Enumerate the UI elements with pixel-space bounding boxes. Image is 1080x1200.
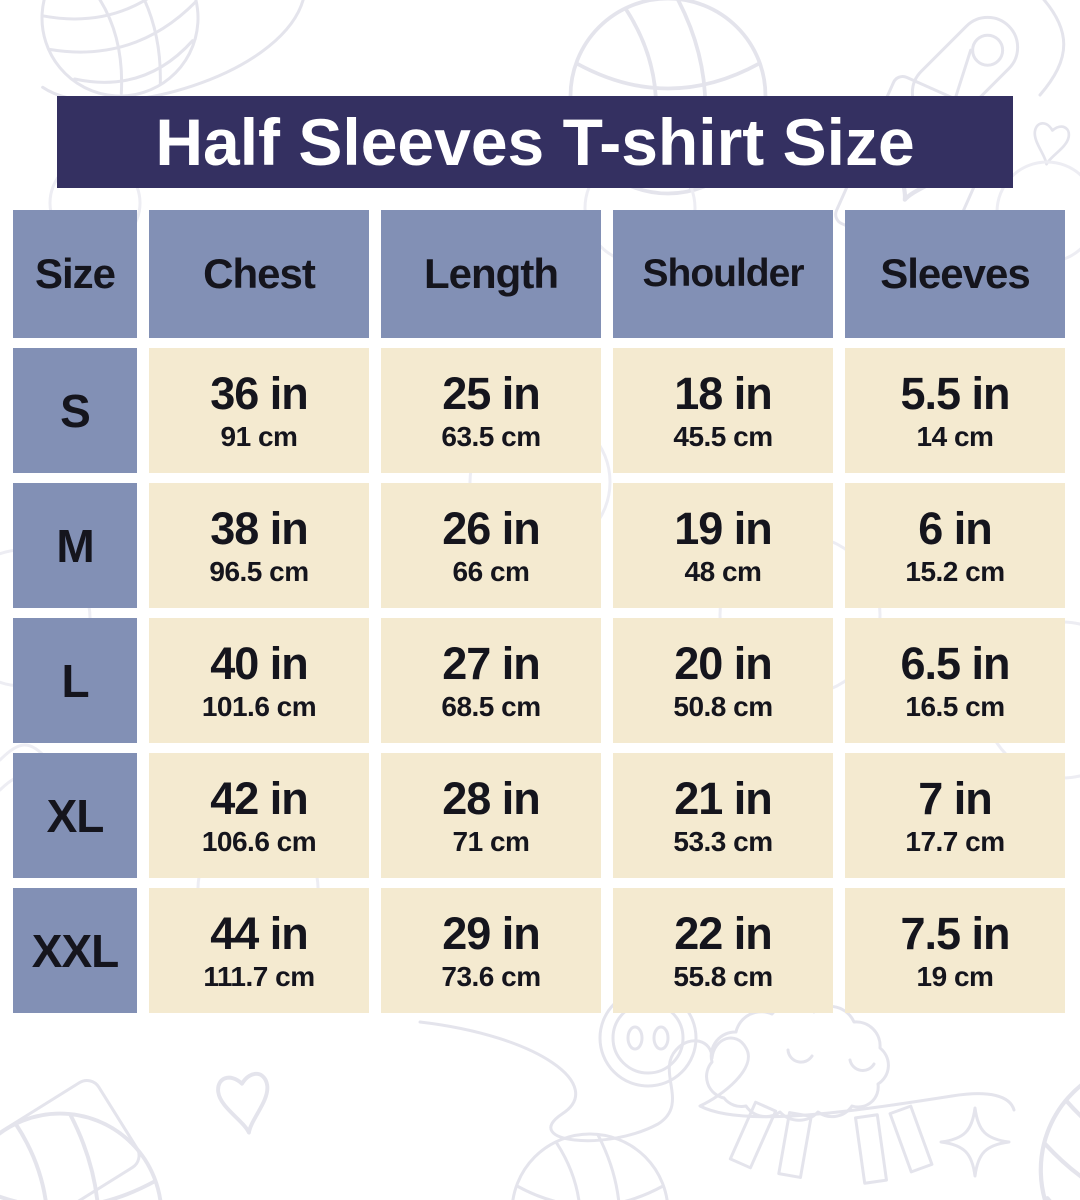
value-cm: 50.8 cm <box>673 690 773 722</box>
page-title: Half Sleeves T-shirt Size <box>155 105 915 179</box>
value-cm: 101.6 cm <box>201 690 317 722</box>
value-cm: 68.5 cm <box>441 690 541 722</box>
value-inches: 38 in <box>210 502 309 554</box>
yarn-ball-doodle <box>0 1111 164 1200</box>
sparkle-doodle <box>939 1106 1011 1178</box>
value-inches: 25 in <box>442 367 541 419</box>
value-inches: 6.5 in <box>900 637 1010 689</box>
cell-l-shoulder: 20 in 50.8 cm <box>613 618 833 743</box>
row-label-m: M <box>13 483 137 608</box>
value-cm: 55.8 cm <box>673 960 773 992</box>
row-label-xl: XL <box>13 753 137 878</box>
cell-l-chest: 40 in 101.6 cm <box>149 618 369 743</box>
value-inches: 6 in <box>918 502 993 554</box>
value-cm: 73.6 cm <box>441 960 541 992</box>
cell-xxl-shoulder: 22 in 55.8 cm <box>613 888 833 1013</box>
value-inches: 7.5 in <box>900 907 1010 959</box>
value-inches: 36 in <box>210 367 309 419</box>
cell-xl-shoulder: 21 in 53.3 cm <box>613 753 833 878</box>
cell-xxl-length: 29 in 73.6 cm <box>381 888 601 1013</box>
value-inches: 40 in <box>210 637 309 689</box>
column-header-shoulder: Shoulder <box>613 210 833 338</box>
value-cm: 17.7 cm <box>905 825 1005 857</box>
cell-xl-sleeves: 7 in 17.7 cm <box>845 753 1065 878</box>
cell-xxl-sleeves: 7.5 in 19 cm <box>845 888 1065 1013</box>
value-cm: 14 cm <box>916 420 994 452</box>
value-cm: 106.6 cm <box>201 825 317 857</box>
cell-m-sleeves: 6 in 15.2 cm <box>845 483 1065 608</box>
value-cm: 48 cm <box>684 555 762 587</box>
value-inches: 5.5 in <box>900 367 1010 419</box>
value-cm: 19 cm <box>916 960 994 992</box>
value-cm: 96.5 cm <box>209 555 309 587</box>
value-cm: 45.5 cm <box>673 420 773 452</box>
yarn-ball-doodle <box>510 1132 670 1200</box>
value-cm: 71 cm <box>452 825 530 857</box>
row-label-xxl: XXL <box>13 888 137 1013</box>
row-label-l: L <box>13 618 137 743</box>
value-inches: 27 in <box>442 637 541 689</box>
value-inches: 22 in <box>674 907 773 959</box>
cell-s-sleeves: 5.5 in 14 cm <box>845 348 1065 473</box>
cell-m-shoulder: 19 in 48 cm <box>613 483 833 608</box>
value-inches: 20 in <box>674 637 773 689</box>
heart-doodle <box>1028 120 1072 169</box>
value-cm: 16.5 cm <box>905 690 1005 722</box>
sheep-doodle <box>705 1001 934 1185</box>
cell-m-length: 26 in 66 cm <box>381 483 601 608</box>
tag-doodle <box>0 1078 141 1200</box>
cell-xl-length: 28 in 71 cm <box>381 753 601 878</box>
row-label-s: S <box>13 348 137 473</box>
column-header-length: Length <box>381 210 601 338</box>
cell-xl-chest: 42 in 106.6 cm <box>149 753 369 878</box>
value-inches: 29 in <box>442 907 541 959</box>
value-inches: 26 in <box>442 502 541 554</box>
title-banner: Half Sleeves T-shirt Size <box>57 96 1013 188</box>
value-inches: 28 in <box>442 772 541 824</box>
yarn-ball-doodle <box>1010 1030 1080 1200</box>
column-header-chest: Chest <box>149 210 369 338</box>
value-inches: 18 in <box>674 367 773 419</box>
value-cm: 15.2 cm <box>905 555 1005 587</box>
cell-s-chest: 36 in 91 cm <box>149 348 369 473</box>
value-cm: 63.5 cm <box>441 420 541 452</box>
value-cm: 66 cm <box>452 555 530 587</box>
value-inches: 19 in <box>674 502 773 554</box>
value-inches: 7 in <box>918 772 993 824</box>
value-inches: 42 in <box>210 772 309 824</box>
cell-m-chest: 38 in 96.5 cm <box>149 483 369 608</box>
yarn-thread-doodle <box>418 1020 1016 1143</box>
column-header-size: Size <box>13 210 137 338</box>
column-header-sleeves: Sleeves <box>845 210 1065 338</box>
cell-l-length: 27 in 68.5 cm <box>381 618 601 743</box>
value-cm: 111.7 cm <box>203 960 315 992</box>
corner-curve-doodle <box>1038 0 1066 97</box>
size-chart-table: Size Chest Length Shoulder Sleeves S 36 … <box>13 210 1065 1013</box>
cell-xxl-chest: 44 in 111.7 cm <box>149 888 369 1013</box>
value-cm: 91 cm <box>220 420 298 452</box>
heart-doodle <box>214 1070 276 1138</box>
value-cm: 53.3 cm <box>673 825 773 857</box>
cell-l-sleeves: 6.5 in 16.5 cm <box>845 618 1065 743</box>
value-inches: 44 in <box>210 907 309 959</box>
value-inches: 21 in <box>674 772 773 824</box>
cell-s-shoulder: 18 in 45.5 cm <box>613 348 833 473</box>
cell-s-length: 25 in 63.5 cm <box>381 348 601 473</box>
